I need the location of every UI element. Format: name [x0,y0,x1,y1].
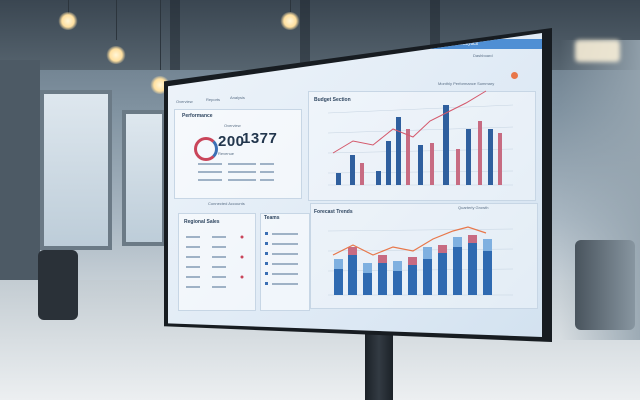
lower-stacked-chart [327,226,514,296]
lamp-wire [290,0,291,12]
list-panel [178,213,256,311]
left-wall [0,60,40,300]
list-panel-title: Regional Sales [184,219,220,225]
kpi-panel-title: Performance [182,113,213,119]
tab-analysis[interactable]: Analysis [230,95,245,100]
list-rows [186,232,298,288]
tab-overview[interactable]: Overview [176,99,193,104]
text-line [228,171,256,173]
tab-reports[interactable]: Reports [206,97,221,102]
window [122,110,166,246]
text-line [198,179,222,181]
kpi-value-secondary: 1377 [242,130,278,147]
ceiling-beam [430,0,440,70]
lamp-wire [116,0,117,40]
header-subtitle: Dashboard [473,53,493,58]
kpi-caption: Revenue [218,151,235,156]
header-bar [418,39,542,49]
bar-chart-legend: Monthly Performance Summary [438,81,495,86]
text-line [260,171,274,173]
text-line [260,179,274,181]
brand-label: Analytics [458,41,479,47]
background-blur [560,40,640,340]
ceiling-lamp [106,46,126,64]
ceiling-light [575,40,620,62]
ceiling-beam [170,0,180,70]
window [40,90,112,250]
monitor-screen: Analytics Dashboard Economics Dashboard … [168,33,542,337]
upper-bar-chart [327,90,514,186]
lower-chart-legend: Quarterly Growth [458,205,489,210]
lower-chart-title: Forecast Trends [314,209,353,215]
text-line [260,163,274,165]
text-line [228,179,256,181]
bar-chart-title: Budget Section [314,97,351,103]
text-line [198,163,222,165]
donut-icon [194,137,218,161]
kpi-value-primary: 200 [218,133,245,150]
list-panel [260,213,310,311]
text-line [228,163,256,165]
status-text: Connected Accounts [208,201,245,206]
list-panel-title: Teams [264,215,280,221]
monitor-stand [365,330,393,400]
kpi-panel-subtitle: Overview [224,123,241,128]
text-line [198,171,222,173]
lamp-wire [68,0,69,14]
notification-icon[interactable] [511,72,518,79]
office-chair [38,250,78,320]
lamp-wire [160,0,161,70]
ceiling-beam [300,0,310,70]
ceiling-lamp [280,12,300,30]
ceiling-lamp [58,12,78,30]
kpi-panel [174,109,302,199]
